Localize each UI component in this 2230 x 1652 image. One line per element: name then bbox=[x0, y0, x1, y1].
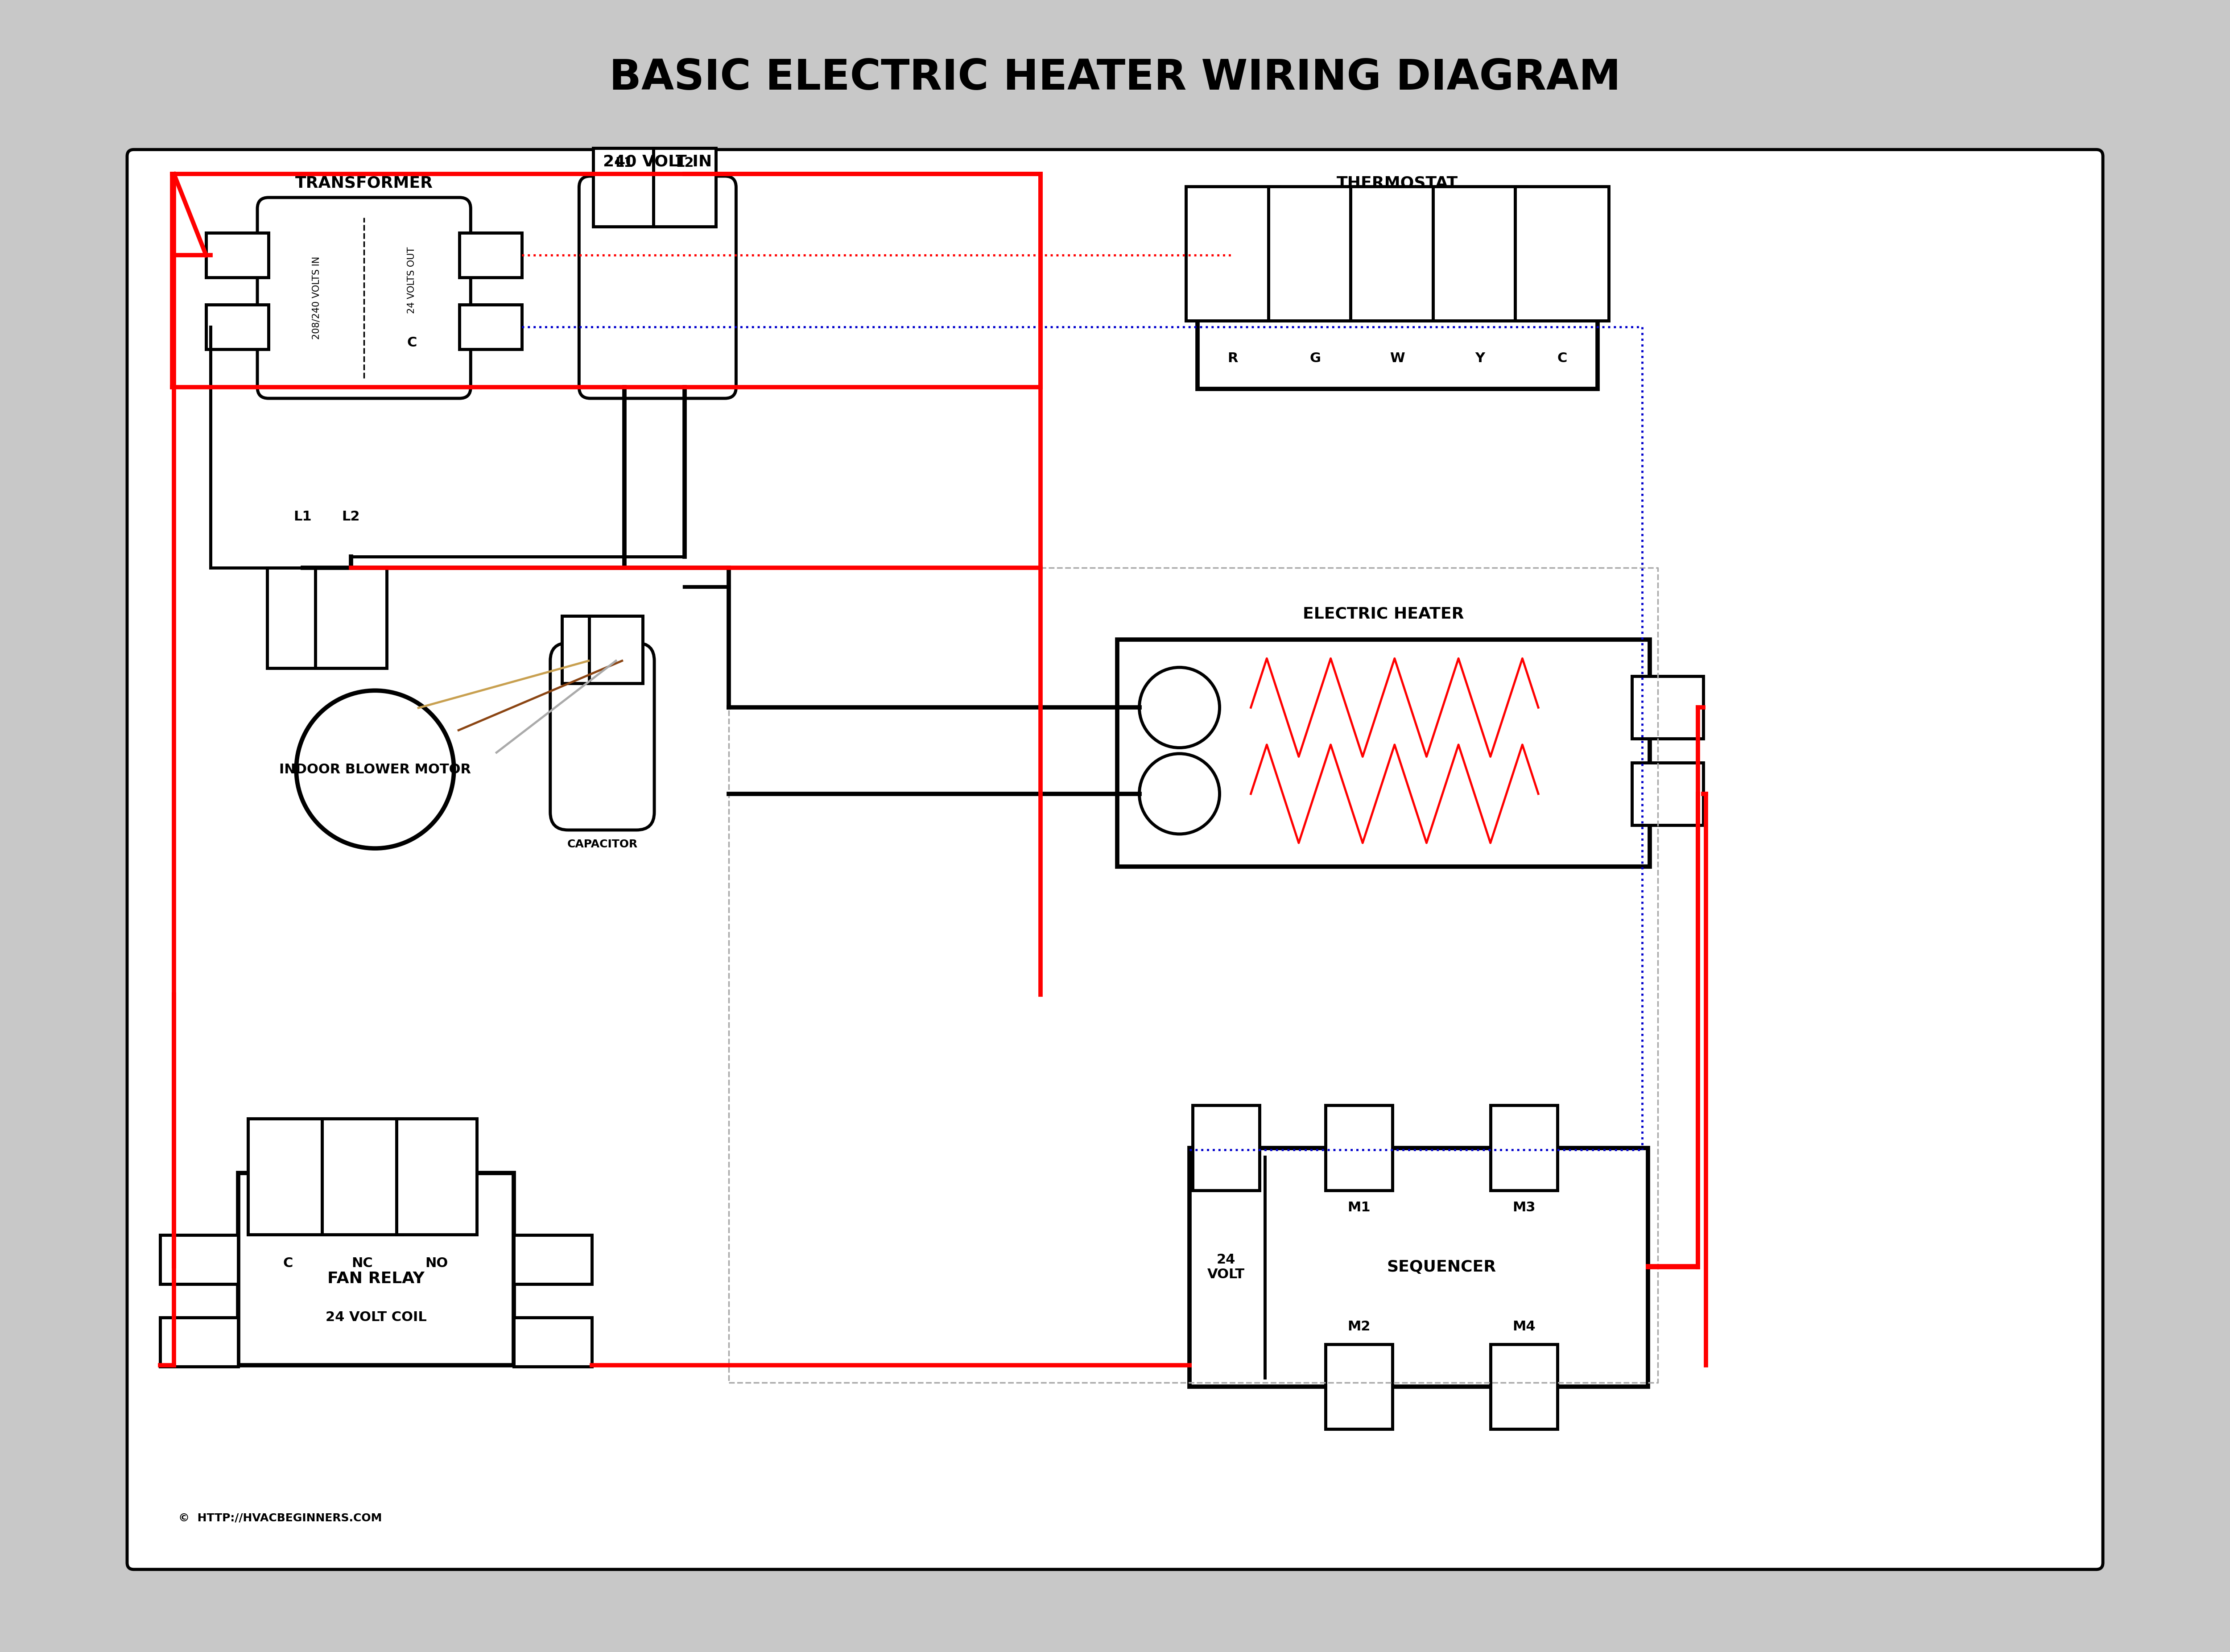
Bar bbox=[205, 304, 268, 349]
Bar bbox=[1490, 1345, 1557, 1429]
Bar bbox=[562, 616, 615, 684]
Text: L1: L1 bbox=[294, 510, 312, 524]
Text: L2: L2 bbox=[676, 157, 694, 170]
Bar bbox=[593, 149, 656, 226]
Text: ELECTRIC HEATER: ELECTRIC HEATER bbox=[1302, 606, 1465, 621]
Bar bbox=[1198, 208, 1597, 390]
Text: TRANSFORMER: TRANSFORMER bbox=[294, 175, 433, 190]
Text: M2: M2 bbox=[1347, 1320, 1371, 1333]
Bar bbox=[653, 149, 716, 226]
Bar bbox=[459, 304, 522, 349]
Text: W: W bbox=[1389, 352, 1405, 365]
Text: 24
VOLT: 24 VOLT bbox=[1206, 1254, 1244, 1282]
Bar bbox=[248, 1118, 328, 1234]
Bar bbox=[1189, 1148, 1648, 1386]
Text: INDOOR BLOWER MOTOR: INDOOR BLOWER MOTOR bbox=[279, 763, 471, 776]
Text: L2: L2 bbox=[341, 510, 359, 524]
Bar bbox=[321, 1118, 401, 1234]
Bar bbox=[513, 1318, 591, 1366]
Bar bbox=[1325, 1345, 1392, 1429]
Text: 24 VOLT COIL: 24 VOLT COIL bbox=[326, 1310, 426, 1323]
Bar bbox=[268, 568, 339, 667]
FancyBboxPatch shape bbox=[127, 150, 2103, 1569]
Text: M1: M1 bbox=[1347, 1201, 1371, 1214]
Text: M3: M3 bbox=[1512, 1201, 1536, 1214]
Bar bbox=[205, 233, 268, 278]
Bar bbox=[1117, 639, 1650, 866]
Bar bbox=[513, 1236, 591, 1284]
Text: 24 VOLTS OUT: 24 VOLTS OUT bbox=[408, 246, 417, 314]
Text: CAPACITOR: CAPACITOR bbox=[566, 839, 638, 849]
Bar bbox=[1632, 676, 1704, 738]
Bar bbox=[1514, 187, 1608, 320]
Text: BASIC ELECTRIC HEATER WIRING DIAGRAM: BASIC ELECTRIC HEATER WIRING DIAGRAM bbox=[609, 58, 1621, 99]
Bar bbox=[1351, 187, 1445, 320]
Text: THERMOSTAT: THERMOSTAT bbox=[1336, 175, 1458, 190]
Bar bbox=[161, 1318, 239, 1366]
Text: NC: NC bbox=[352, 1257, 372, 1270]
Text: 240 VOLT IN: 240 VOLT IN bbox=[602, 154, 711, 170]
Text: 208/240 VOLTS IN: 208/240 VOLTS IN bbox=[312, 256, 321, 339]
FancyBboxPatch shape bbox=[256, 198, 471, 398]
Bar bbox=[1325, 1105, 1392, 1189]
Text: R: R bbox=[1229, 352, 1238, 365]
FancyBboxPatch shape bbox=[551, 643, 653, 829]
Bar bbox=[239, 1173, 513, 1365]
Bar bbox=[589, 616, 642, 684]
Text: L1: L1 bbox=[615, 157, 633, 170]
Bar bbox=[1269, 187, 1363, 320]
Text: FAN RELAY: FAN RELAY bbox=[328, 1270, 424, 1287]
Bar bbox=[1193, 1105, 1260, 1189]
Text: G: G bbox=[1309, 352, 1320, 365]
Text: M4: M4 bbox=[1512, 1320, 1536, 1333]
Text: Y: Y bbox=[1474, 352, 1485, 365]
Bar bbox=[459, 233, 522, 278]
Bar bbox=[1490, 1105, 1557, 1189]
Bar bbox=[397, 1118, 477, 1234]
Text: C: C bbox=[283, 1257, 292, 1270]
Text: C: C bbox=[406, 335, 417, 349]
Text: SEQUENCER: SEQUENCER bbox=[1387, 1259, 1496, 1275]
Bar bbox=[1632, 763, 1704, 824]
Text: C: C bbox=[1557, 352, 1568, 365]
Bar bbox=[1186, 187, 1280, 320]
Bar bbox=[1434, 187, 1528, 320]
Text: ©  HTTP://HVACBEGINNERS.COM: © HTTP://HVACBEGINNERS.COM bbox=[178, 1513, 381, 1523]
Bar bbox=[314, 568, 386, 667]
Circle shape bbox=[1140, 753, 1220, 834]
Bar bbox=[161, 1236, 239, 1284]
Circle shape bbox=[1140, 667, 1220, 748]
Circle shape bbox=[297, 691, 455, 849]
Text: NO: NO bbox=[426, 1257, 448, 1270]
FancyBboxPatch shape bbox=[580, 177, 736, 398]
